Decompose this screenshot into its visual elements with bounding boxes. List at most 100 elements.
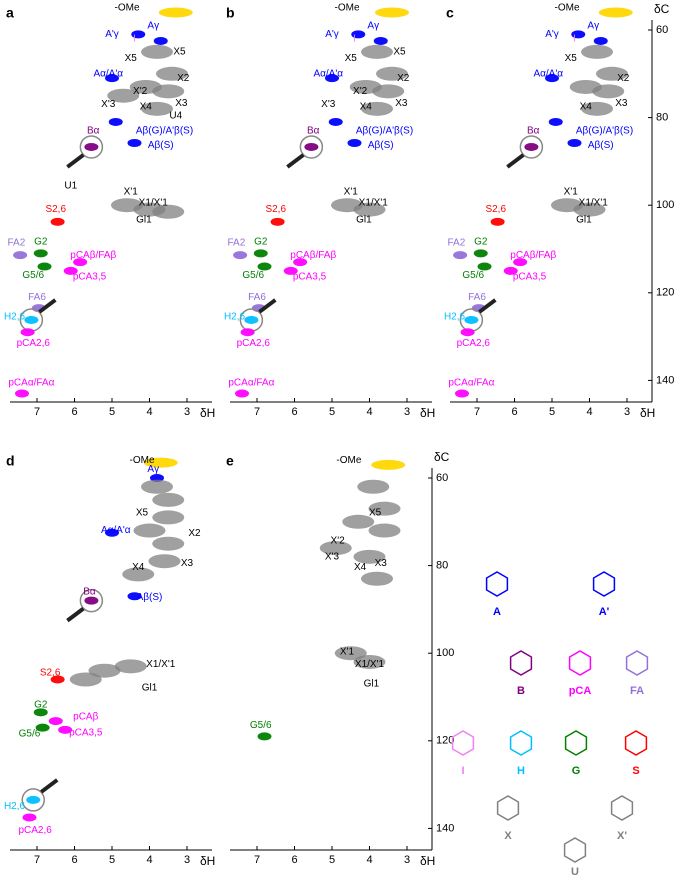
cross-peak xyxy=(26,795,41,804)
cross-peak xyxy=(513,258,528,267)
cross-peak xyxy=(253,249,268,258)
panel-letter: c xyxy=(446,5,454,21)
cross-peak xyxy=(455,389,469,398)
cross-peak xyxy=(503,266,518,275)
structure-label: pCA xyxy=(569,685,592,697)
cross-peak xyxy=(283,266,298,275)
cross-peak xyxy=(357,479,390,494)
cross-peak xyxy=(257,262,272,271)
peak-label: G5/6 xyxy=(462,270,484,281)
x-tick-label: 6 xyxy=(511,406,517,418)
cross-peak xyxy=(152,510,185,525)
cross-peak xyxy=(15,389,29,398)
peak-label: FA6 xyxy=(468,292,486,303)
cross-peak xyxy=(361,571,393,586)
peak-label: FA6 xyxy=(248,292,266,303)
x-tick-label: 7 xyxy=(254,406,260,418)
peak-label: S2,6 xyxy=(265,204,286,215)
x-tick-label: 6 xyxy=(291,854,297,866)
cross-peak xyxy=(233,251,248,260)
cross-peak xyxy=(105,528,119,537)
structure-ring xyxy=(496,795,520,821)
structure-ring xyxy=(485,571,509,597)
structure-label: G xyxy=(572,765,581,777)
peak-label: G2 xyxy=(474,237,488,248)
peak-label: X'1 xyxy=(340,647,355,658)
structure-label: X' xyxy=(617,830,627,842)
peak-label: pCA3,5 xyxy=(73,272,107,283)
cross-peak xyxy=(153,36,168,45)
cross-peak xyxy=(524,142,539,151)
x-tick-label: 6 xyxy=(71,406,77,418)
peak-label: X3 xyxy=(181,558,194,569)
structure-label: B xyxy=(517,685,525,697)
magnifier-handle xyxy=(66,607,85,623)
peak-label: Aβ(G)/A'β(S) xyxy=(576,125,633,136)
magnifier-handle xyxy=(258,298,277,314)
cross-peak xyxy=(342,514,375,529)
axis-c-label: δC xyxy=(654,2,670,16)
axis-h-label: δH xyxy=(200,854,215,868)
x-tick-label: 3 xyxy=(404,854,410,866)
cross-peak xyxy=(490,217,505,226)
structure-label: X xyxy=(504,830,512,842)
peak-label: G5/6 xyxy=(19,728,41,739)
magnifier-handle xyxy=(506,153,525,169)
peak-label: X2 xyxy=(617,73,630,84)
peak-label: Gl1 xyxy=(364,679,380,690)
peak-label: Bα xyxy=(527,125,540,136)
x-tick-label: 7 xyxy=(34,854,40,866)
cross-peak xyxy=(88,663,121,678)
cross-peak xyxy=(158,7,193,18)
peak-label: Aβ(G)/A'β(S) xyxy=(136,125,193,136)
cross-peak xyxy=(596,66,628,81)
peak-label: pCAα/FAα xyxy=(228,378,274,389)
peak-label: X'2 xyxy=(331,536,346,547)
peak-label: X4 xyxy=(140,102,153,113)
axis-h-label: δH xyxy=(200,406,215,420)
cross-peak xyxy=(371,459,406,470)
panel-letter: e xyxy=(226,453,234,469)
peak-label: X5 xyxy=(136,508,149,519)
x-tick-label: 6 xyxy=(71,854,77,866)
peak-label: Aβ(G)/A'β(S) xyxy=(356,125,413,136)
cross-peak xyxy=(58,725,73,734)
peak-label: X'3 xyxy=(321,99,336,110)
peak-label: X'1 xyxy=(124,187,139,198)
peak-label: G5/6 xyxy=(22,270,44,281)
peak-label: Aβ(S) xyxy=(148,140,174,151)
y-tick-label: 60 xyxy=(436,472,448,484)
cross-peak xyxy=(84,142,99,151)
cross-peak xyxy=(20,328,35,337)
y-tick-label: 100 xyxy=(656,199,674,211)
cross-peak xyxy=(35,723,50,732)
cross-peak xyxy=(69,672,102,687)
y-tick-label: 80 xyxy=(436,560,448,572)
peak-label: X3 xyxy=(395,98,408,109)
cross-peak xyxy=(24,315,39,324)
peak-label: X1/X'1 xyxy=(355,659,385,670)
peak-label: S2,6 xyxy=(45,204,66,215)
cross-peak xyxy=(460,328,475,337)
x-tick-label: 3 xyxy=(404,406,410,418)
peak-label: U4 xyxy=(169,110,182,121)
magnifier-handle xyxy=(66,153,85,169)
cross-peak xyxy=(319,541,352,556)
peak-label: X'3 xyxy=(101,99,116,110)
cross-peak xyxy=(131,30,146,39)
peak-label: FA2 xyxy=(227,238,245,249)
cross-peak xyxy=(148,554,181,569)
peak-label: X1/X'1 xyxy=(359,198,389,209)
peak-label: pCA3,5 xyxy=(293,272,327,283)
cross-peak xyxy=(373,36,388,45)
peak-label: Gl1 xyxy=(142,682,158,693)
peak-label: G2 xyxy=(34,237,48,248)
peak-label: X'3 xyxy=(325,551,340,562)
peak-label: I xyxy=(133,33,136,44)
peak-label: Aγ xyxy=(147,20,159,31)
cross-peak xyxy=(143,457,178,468)
magnifier-handle xyxy=(478,298,497,314)
peak-label: Bα xyxy=(83,587,96,598)
cross-peak xyxy=(152,536,185,551)
peak-label: Aα/A'α xyxy=(533,68,563,79)
